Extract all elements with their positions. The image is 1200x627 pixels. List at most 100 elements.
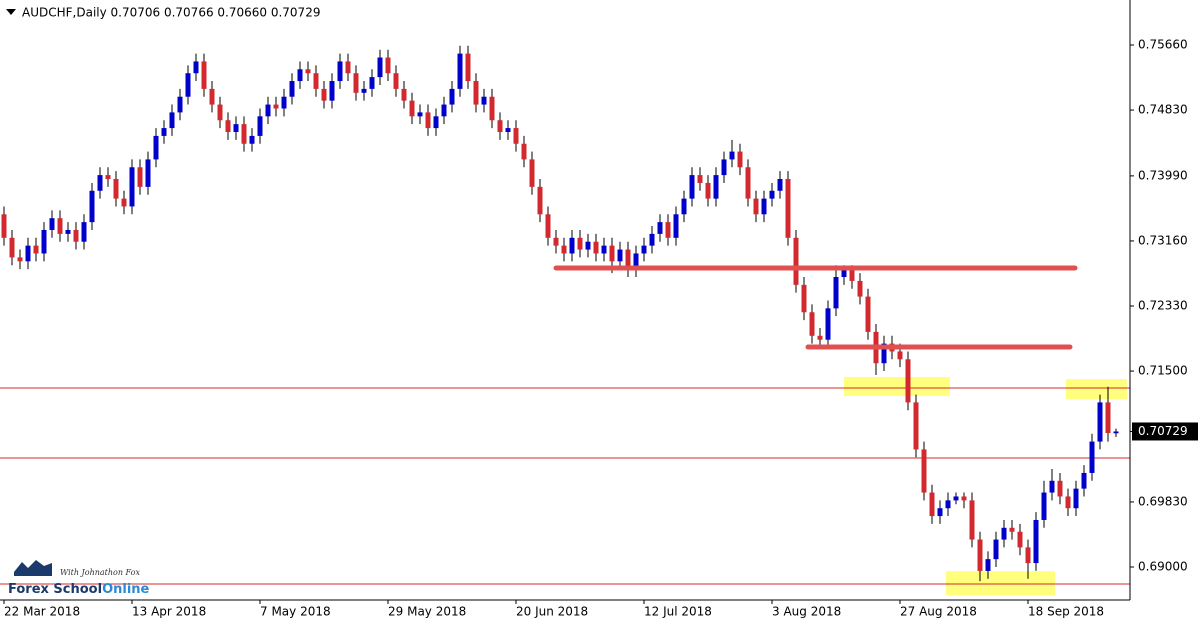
- menu-arrow[interactable]: [6, 9, 16, 15]
- candle-body: [321, 88, 327, 101]
- chart-title: AUDCHF,Daily 0.70706 0.70766 0.70660 0.7…: [22, 6, 320, 20]
- candle-body: [993, 539, 999, 560]
- candle-body: [169, 112, 175, 129]
- x-tick-label: 29 May 2018: [388, 605, 466, 619]
- candle-body: [1113, 431, 1119, 434]
- candle-body: [961, 496, 967, 501]
- candle-body: [1081, 472, 1087, 489]
- candle-body: [465, 53, 471, 82]
- x-tick-label: 7 May 2018: [260, 605, 331, 619]
- candle-body: [297, 69, 303, 82]
- candle-body: [729, 151, 735, 160]
- candle-body: [657, 222, 663, 234]
- candle-body: [897, 351, 903, 360]
- candle-body: [593, 241, 599, 254]
- candle-body: [561, 245, 567, 254]
- candle-body: [1049, 480, 1055, 493]
- candle-body: [17, 257, 23, 262]
- highlight-zone: [1066, 379, 1127, 400]
- candle-body: [417, 112, 423, 117]
- candle-body: [521, 143, 527, 160]
- candle-body: [1025, 547, 1031, 564]
- candle-body: [841, 269, 847, 277]
- candle-body: [73, 229, 79, 242]
- candle-body: [681, 198, 687, 215]
- candle-body: [369, 77, 375, 89]
- candle-body: [41, 229, 47, 254]
- candle-body: [1041, 492, 1047, 520]
- highlight-zone: [946, 571, 1055, 596]
- candle-body: [25, 245, 31, 262]
- candle-body: [249, 135, 255, 144]
- candle-body: [1105, 402, 1111, 433]
- candle-body: [329, 81, 335, 101]
- candle-body: [921, 449, 927, 493]
- candle-body: [281, 96, 287, 109]
- logo-icon: [14, 560, 52, 576]
- candle-body: [177, 96, 183, 113]
- candle-body: [977, 539, 983, 571]
- candle-body: [201, 61, 207, 89]
- current-price-label: 0.70729: [1138, 424, 1188, 438]
- candle-body: [233, 124, 239, 132]
- candle-body: [217, 104, 223, 121]
- candle-body: [905, 359, 911, 403]
- current-price-box: [1132, 422, 1198, 441]
- candle-body: [289, 81, 295, 97]
- candle-body: [913, 402, 919, 450]
- candle-body: [393, 73, 399, 89]
- candle-body: [441, 104, 447, 117]
- candle-body: [689, 175, 695, 199]
- candle-body: [81, 222, 87, 242]
- candle-body: [481, 96, 487, 105]
- candle-body: [401, 88, 407, 101]
- candle-body: [1001, 527, 1007, 540]
- candle-body: [881, 343, 887, 364]
- candle-body: [937, 508, 943, 517]
- candle-body: [569, 237, 575, 254]
- candle-body: [505, 128, 511, 132]
- candle-body: [865, 296, 871, 332]
- x-tick-label: 20 Jun 2018: [516, 605, 588, 619]
- candle-body: [449, 88, 455, 105]
- candle-body: [857, 280, 863, 297]
- candle-body: [241, 124, 247, 144]
- candle-body: [585, 241, 591, 250]
- x-tick-label: 22 Mar 2018: [4, 605, 80, 619]
- candle-body: [953, 496, 959, 501]
- candle-body: [49, 218, 55, 230]
- candle-body: [273, 104, 279, 109]
- candle-body: [529, 159, 535, 187]
- candle-body: [825, 308, 831, 340]
- candle-body: [665, 222, 671, 238]
- candle-body: [153, 135, 159, 160]
- candle-body: [721, 159, 727, 176]
- candle-body: [545, 214, 551, 238]
- candle-body: [761, 198, 767, 215]
- candle-body: [785, 179, 791, 238]
- candle-body: [257, 116, 263, 136]
- candle-body: [209, 88, 215, 105]
- candle-body: [113, 179, 119, 199]
- candle-body: [409, 100, 415, 117]
- candle-body: [193, 61, 199, 74]
- candle-body: [489, 96, 495, 121]
- candle-body: [313, 73, 319, 89]
- y-tick-label: 0.75660: [1138, 37, 1188, 51]
- candle-body: [753, 198, 759, 215]
- watermark: With Johnathon Fox Forex SchoolOnline: [8, 560, 150, 597]
- candle-body: [697, 175, 703, 183]
- candle-body: [89, 190, 95, 223]
- candle-body: [433, 116, 439, 129]
- candle-body: [57, 218, 63, 234]
- candle-body: [185, 73, 191, 97]
- x-tick-label: 12 Jul 2018: [644, 605, 712, 619]
- brand-accent: Online: [102, 582, 149, 597]
- y-tick-label: 0.69000: [1138, 560, 1188, 574]
- candle-body: [745, 167, 751, 199]
- candle-body: [945, 500, 951, 509]
- candle-body: [305, 69, 311, 74]
- candle-body: [1057, 480, 1063, 497]
- candle-body: [737, 151, 743, 168]
